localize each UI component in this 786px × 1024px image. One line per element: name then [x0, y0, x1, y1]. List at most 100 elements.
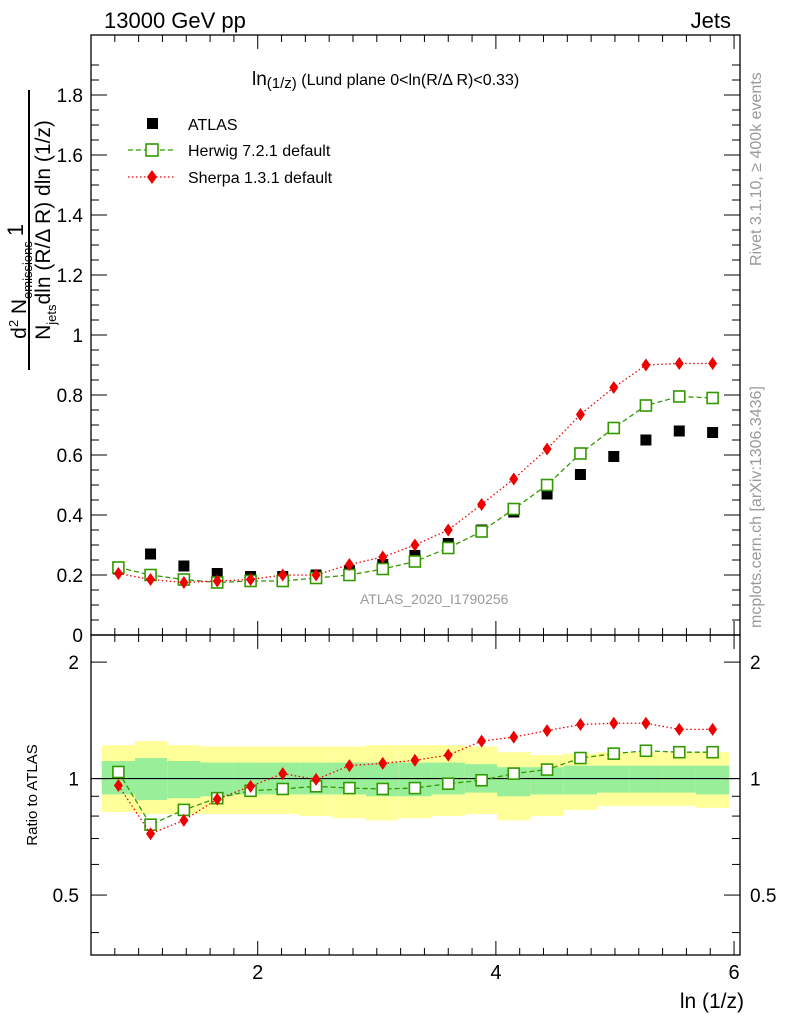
main-sherpa-point: [509, 472, 519, 486]
ratio-sherpa-point: [113, 778, 123, 792]
ratio-band-inner: [200, 762, 234, 797]
ratio-sherpa-point: [146, 827, 156, 841]
main-y-tick-label: 1.8: [57, 86, 83, 107]
main-herwig-point: [441, 541, 455, 555]
main-sherpa-point: [212, 574, 222, 588]
main-sherpa-point: [311, 568, 321, 582]
ylabel-numerator: d2 Nemissions: [6, 241, 35, 339]
ratio-sherpa-point: [179, 813, 189, 827]
ratio-herwig-point: [706, 745, 719, 759]
header-left: 13000 GeV pp: [104, 8, 246, 33]
title-main: ln: [252, 69, 267, 90]
main-y-tick-label: 1.4: [57, 206, 84, 227]
main-atlas-point: [608, 451, 620, 462]
header-right: Jets: [691, 8, 731, 33]
ratio-band-inner: [167, 761, 201, 799]
title-rest: (Lund plane 0<ln(R/Δ R)<0.33): [297, 72, 519, 89]
ratio-herwig-point: [507, 767, 521, 780]
ratio-y-tick-label: 0.5: [53, 886, 79, 907]
main-atlas-point: [707, 427, 719, 438]
main-atlas-point: [211, 568, 223, 579]
legend: ATLAS Herwig 7.2.1 default Sherpa 1.3.1 …: [128, 117, 333, 187]
main-sherpa-point: [443, 523, 453, 537]
ratio-herwig-point: [408, 781, 422, 795]
main-sherpa-point: [542, 442, 552, 456]
legend-entry-herwig: Herwig 7.2.1 default: [128, 143, 331, 160]
main-herwig-point: [507, 502, 521, 516]
title-small: (1/z): [267, 75, 297, 92]
ratio-sherpa-point: [410, 753, 420, 767]
main-y-tick-label: 0.2: [57, 566, 83, 587]
ratio-sherpa-point: [609, 716, 619, 730]
ratio-y-axis-label: Ratio to ATLAS: [24, 744, 41, 845]
main-sherpa-point: [609, 381, 619, 394]
ratio-y-tick-label: 1: [68, 770, 79, 791]
mcplots-label: mcplots.cern.ch [arXiv:1306.3436]: [748, 386, 765, 628]
ratio-plot-frame: [90, 634, 741, 956]
legend-sherpa-label: Sherpa 1.3.1 default: [188, 170, 333, 187]
ratio-sherpa-point: [378, 756, 388, 770]
main-sherpa-point: [246, 573, 256, 586]
ratio-sherpa-point: [278, 767, 288, 781]
main-sherpa-point: [410, 538, 420, 552]
main-sherpa-point: [113, 567, 123, 580]
legend-sherpa-marker: [147, 170, 157, 184]
main-atlas-point: [541, 488, 553, 500]
ratio-sherpa-point: [212, 792, 222, 806]
ratio-band-inner: [563, 765, 598, 795]
main-herwig-point: [540, 478, 554, 492]
ratio-herwig-point: [441, 777, 455, 790]
main-sherpa-point: [344, 558, 354, 571]
main-atlas-point: [640, 434, 652, 446]
ratio-herwig-point: [112, 765, 125, 779]
ratio-y-tick-label-right: 2: [750, 653, 761, 674]
main-y-tick-label: 1.6: [57, 146, 83, 167]
main-sherpa-point: [674, 357, 684, 370]
main-atlas-point: [145, 548, 157, 560]
plot-layer: 2 4 6 0 0.2 0.4 0.6 0.8 1 1.2 1.4 1.6 1.8 0.5 0.5 1 1 2 2: [53, 34, 776, 984]
x-tick-label: 4: [490, 962, 501, 984]
ylabel-denominator: Njetsdln (R/Δ R) dln (1/z): [32, 120, 59, 340]
ratio-herwig-point: [177, 803, 191, 817]
ylabel-one: 1: [3, 224, 28, 236]
main-herwig-point: [706, 391, 719, 405]
legend-herwig-marker: [145, 143, 159, 157]
analysis-watermark: ATLAS_2020_I1790256: [360, 591, 509, 607]
main-sherpa-point: [641, 358, 651, 372]
legend-entry-atlas: ATLAS: [147, 117, 238, 134]
main-sherpa-point: [575, 408, 585, 421]
main-atlas-point: [178, 560, 190, 572]
plot-title: ln(1/z) (Lund plane 0<ln(R/Δ R)<0.33): [252, 69, 519, 92]
ratio-herwig-point: [607, 747, 621, 760]
ratio-herwig-point: [343, 781, 356, 795]
main-herwig-point: [475, 525, 488, 538]
ratio-herwig-point: [574, 751, 587, 765]
main-herwig-point: [408, 555, 422, 568]
main-herwig-point: [672, 390, 686, 403]
main-herwig-point: [343, 568, 356, 582]
ratio-sherpa-point: [641, 716, 651, 730]
main-y-tick-label: 0.4: [57, 506, 84, 527]
main-sherpa-point: [179, 576, 189, 589]
ratio-sherpa-point: [443, 748, 453, 762]
ratio-sherpa-point: [509, 730, 519, 744]
main-herwig-point: [639, 399, 653, 412]
ratio-sherpa-point: [708, 722, 718, 736]
main-sherpa-point: [378, 550, 388, 564]
ratio-herwig-point: [475, 773, 488, 787]
ratio-y-tick-label-right: 0.5: [750, 886, 776, 907]
main-herwig-point: [607, 421, 621, 435]
main-herwig-point: [574, 447, 587, 460]
ratio-band-inner: [695, 765, 730, 795]
x-tick-label: 6: [728, 962, 739, 984]
main-y-tick-label: 0.8: [57, 386, 83, 407]
rivet-label: Rivet 3.1.10, ≥ 400k events: [748, 72, 765, 266]
ratio-sherpa-point: [674, 722, 684, 736]
main-atlas-point: [574, 469, 586, 480]
main-y-axis-label: 1 d2 Nemissions Njetsdln (R/Δ R) dln (1/…: [3, 90, 59, 370]
x-tick-label: 2: [252, 962, 263, 984]
ratio-y-tick-label-right: 1: [750, 770, 761, 791]
ratio-herwig-point: [672, 745, 686, 759]
ratio-sherpa-point: [542, 724, 552, 738]
